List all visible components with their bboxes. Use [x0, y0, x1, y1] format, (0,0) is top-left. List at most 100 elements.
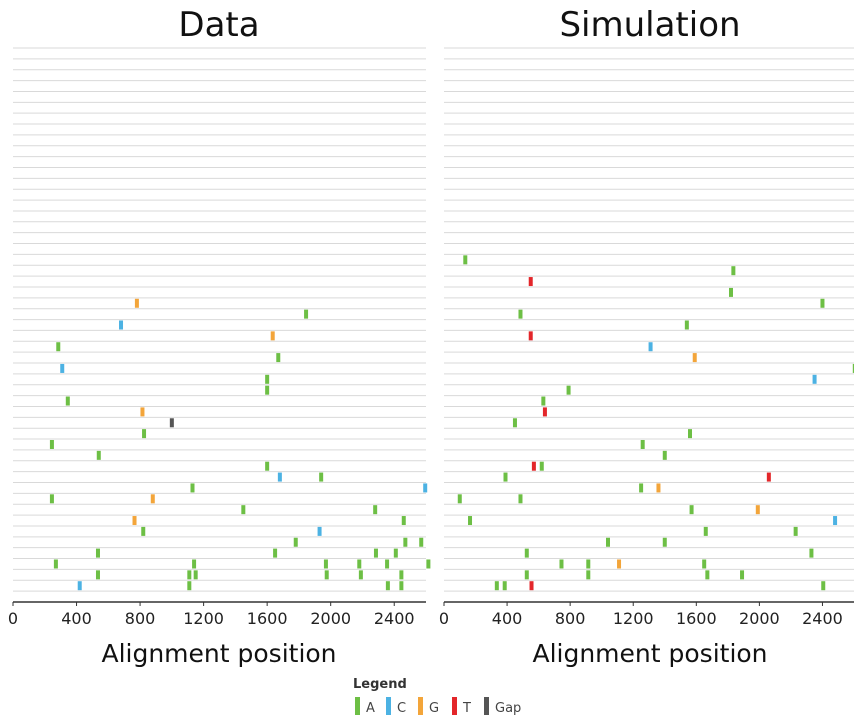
data-point-c: [60, 363, 65, 373]
x-tick-label: 800: [555, 609, 586, 628]
data-point-c: [833, 516, 838, 526]
data-point-a: [324, 570, 329, 580]
data-point-a: [731, 266, 736, 276]
data-point-a: [821, 581, 826, 591]
data-point-a: [373, 548, 378, 558]
data-point-g: [132, 516, 137, 526]
data-point-a: [192, 559, 197, 569]
data-point-a: [385, 581, 390, 591]
data-point-a: [586, 570, 591, 580]
data-point-a: [426, 559, 431, 569]
legend-label: T: [462, 701, 471, 716]
data-point-a: [265, 461, 270, 471]
data-point-c: [648, 342, 653, 352]
data-point-c: [119, 320, 124, 330]
data-point-a: [702, 559, 707, 569]
data-point-a: [662, 537, 667, 547]
data-point-a: [457, 494, 462, 504]
data-point-gap: [169, 418, 174, 428]
data-point-t: [528, 277, 533, 287]
data-point-a: [639, 483, 644, 493]
data-point-a: [49, 439, 54, 449]
data-point-c: [317, 526, 322, 536]
data-point-a: [740, 570, 745, 580]
panel-title: Simulation: [559, 5, 740, 45]
legend-label: C: [397, 701, 406, 716]
x-tick-label: 1200: [613, 609, 654, 628]
data-point-a: [793, 526, 798, 536]
chart-panel-data: Data 0 400 800 1200 1600 2000 2400 Alignment pos…: [8, 5, 431, 668]
data-point-a: [852, 363, 854, 373]
data-point-a: [357, 559, 362, 569]
x-tick-label: 0: [439, 609, 449, 628]
data-point-g: [150, 494, 155, 504]
data-point-a: [95, 570, 100, 580]
data-point-a: [193, 570, 198, 580]
data-point-a: [541, 396, 546, 406]
data-point-a: [187, 570, 192, 580]
data-point-a: [502, 581, 507, 591]
data-point-a: [820, 298, 825, 308]
data-point-a: [265, 374, 270, 384]
legend-swatch: [452, 697, 457, 715]
x-axis-label: Alignment position: [101, 639, 336, 668]
data-point-a: [729, 287, 733, 297]
x-tick-label: 400: [61, 609, 92, 628]
data-point-a: [323, 559, 328, 569]
data-point-a: [419, 537, 424, 547]
data-point-a: [809, 548, 814, 558]
legend-swatch: [418, 697, 423, 715]
data-point-t: [766, 472, 771, 482]
data-point-a: [49, 494, 54, 504]
x-tick-label: 400: [492, 609, 523, 628]
data-point-a: [539, 461, 544, 471]
data-point-a: [703, 526, 708, 536]
data-point-a: [276, 353, 281, 363]
data-point-a: [293, 537, 298, 547]
data-point-g: [270, 331, 275, 341]
data-point-a: [705, 570, 710, 580]
data-point-a: [358, 570, 363, 580]
data-point-a: [241, 505, 246, 515]
x-tick-label: 2000: [310, 609, 351, 628]
data-point-a: [319, 472, 324, 482]
data-point-t: [531, 461, 536, 471]
data-point-c: [277, 472, 282, 482]
data-point-a: [265, 385, 270, 395]
x-tick-label: 2400: [374, 609, 415, 628]
legend-swatch: [355, 697, 360, 715]
data-point-t: [529, 581, 534, 591]
legend-swatch: [484, 697, 489, 715]
data-point-a: [401, 516, 406, 526]
legend-label: Gap: [495, 701, 521, 716]
data-point-g: [134, 298, 139, 308]
data-point-c: [77, 581, 82, 591]
data-point-a: [53, 559, 58, 569]
data-point-a: [688, 429, 692, 439]
data-point-a: [190, 483, 195, 493]
data-point-a: [385, 559, 390, 569]
data-point-c: [423, 483, 428, 493]
data-point-a: [373, 505, 378, 515]
data-point-a: [586, 559, 591, 569]
x-tick-label: 2400: [802, 609, 843, 628]
chart-panel-simulation: Simulation 0 400 800 1200 1600 2000 2400 Alignme…: [439, 5, 854, 668]
legend-item-c: C: [386, 697, 406, 716]
data-point-a: [559, 559, 564, 569]
data-point-a: [65, 396, 70, 406]
data-point-a: [494, 581, 499, 591]
data-point-a: [96, 450, 101, 460]
legend-label: A: [366, 701, 375, 716]
data-point-a: [142, 429, 147, 439]
x-tick-label: 800: [125, 609, 156, 628]
data-point-a: [468, 516, 473, 526]
data-point-a: [463, 255, 468, 265]
x-tick-label: 0: [8, 609, 18, 628]
data-point-a: [95, 548, 100, 558]
data-point-a: [518, 494, 523, 504]
legend-item-t: T: [452, 697, 471, 716]
data-point-t: [542, 407, 547, 417]
data-point-a: [273, 548, 278, 558]
data-point-a: [399, 570, 404, 580]
